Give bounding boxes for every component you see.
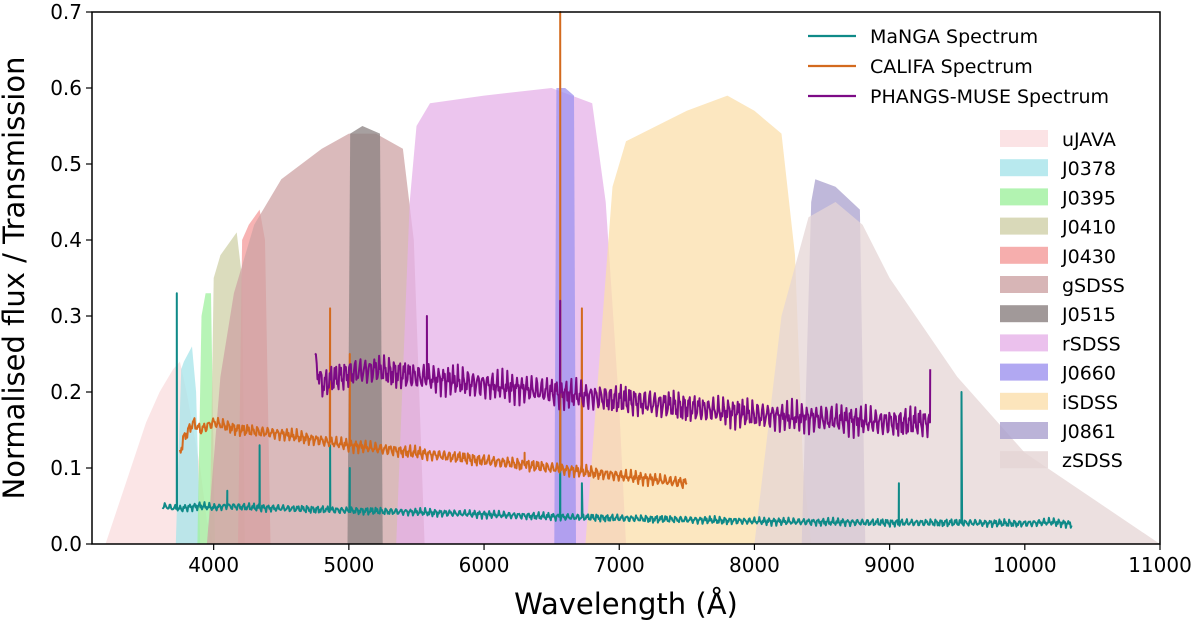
x-tick-label: 6000 — [459, 553, 510, 577]
filter-band-isdss — [585, 95, 812, 544]
legend-label: CALIFA Spectrum — [870, 56, 1033, 78]
legend-swatch — [1000, 451, 1048, 469]
legend-label: gSDSS — [1062, 275, 1125, 297]
legend-swatch — [1000, 422, 1048, 439]
legend-swatch — [1000, 130, 1048, 147]
legend-filters: uJAVA J0378 J0395 J0410 J0430 gSDSS J0515 rSDSS… — [1000, 129, 1125, 472]
x-tick-label: 10000 — [993, 553, 1057, 577]
legend-swatch — [1000, 217, 1048, 235]
x-axis-ticks: 4000 5000 6000 7000 8000 9000 10000 11000 — [188, 544, 1192, 577]
legend-swatch — [1000, 276, 1048, 293]
filter-band-j0378 — [175, 346, 201, 544]
x-tick-label: 5000 — [323, 553, 374, 577]
y-tick-label: 0.1 — [50, 456, 82, 480]
legend-label: zSDSS — [1062, 450, 1123, 472]
legend-label: J0378 — [1061, 158, 1116, 180]
legend-swatch — [1000, 392, 1048, 410]
y-tick-label: 0.3 — [50, 304, 82, 328]
y-axis-ticks: 0.0 0.1 0.2 0.3 0.4 0.5 0.6 0.7 — [50, 0, 92, 556]
legend-label: J0410 — [1061, 217, 1116, 239]
legend-label: iSDSS — [1062, 392, 1118, 414]
x-tick-label: 4000 — [188, 553, 239, 577]
y-tick-label: 0.5 — [50, 152, 82, 176]
y-tick-label: 0.2 — [50, 380, 82, 404]
x-axis-label: Wavelength (Å) — [514, 587, 738, 621]
legend-swatch — [1000, 188, 1048, 206]
y-tick-label: 0.0 — [50, 532, 82, 556]
x-tick-label: 9000 — [864, 553, 915, 577]
y-tick-label: 0.4 — [50, 228, 82, 252]
x-tick-label: 11000 — [1128, 553, 1192, 577]
legend-label: J0861 — [1061, 421, 1116, 443]
legend-label: J0515 — [1061, 304, 1116, 326]
filter-band-zsdss — [754, 202, 1160, 544]
legend-spectra: MaNGA Spectrum CALIFA Spectrum PHANGS-MUSE… — [808, 26, 1109, 108]
legend-label: J0395 — [1061, 187, 1116, 209]
legend-swatch — [1000, 159, 1048, 177]
legend-label: J0660 — [1061, 363, 1116, 385]
spectrum-line-phangs-muse-spectrum — [314, 299, 932, 439]
y-tick-label: 0.6 — [50, 76, 82, 100]
filter-band-j0515 — [347, 126, 383, 544]
spectrum-line-califa-spectrum — [178, 11, 688, 490]
legend-label: PHANGS-MUSE Spectrum — [870, 86, 1109, 108]
legend-label: J0430 — [1061, 246, 1116, 268]
legend-label: uJAVA — [1062, 129, 1116, 151]
y-axis-label: Normalised flux / Transmission — [0, 57, 31, 500]
y-tick-label: 0.7 — [50, 0, 82, 24]
spectrum-line-manga-spectrum — [161, 292, 1073, 529]
legend-label: rSDSS — [1062, 333, 1121, 355]
spectra-lines — [161, 11, 1073, 529]
legend-swatch — [1000, 334, 1048, 352]
legend-swatch — [1000, 363, 1048, 381]
legend-label: MaNGA Spectrum — [870, 26, 1038, 48]
legend-swatch — [1000, 246, 1048, 264]
legend-swatch — [1000, 305, 1048, 323]
x-tick-label: 7000 — [594, 553, 645, 577]
plot-frame — [91, 11, 1161, 545]
x-tick-label: 8000 — [729, 553, 780, 577]
